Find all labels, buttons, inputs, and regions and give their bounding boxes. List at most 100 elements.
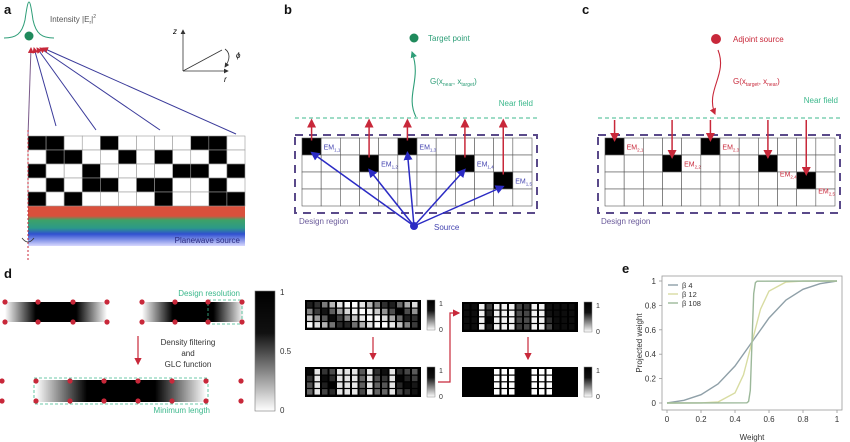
map-arrow-2 — [438, 309, 461, 383]
density-pixel — [464, 389, 470, 395]
grid-cell — [81, 177, 101, 193]
grid-cell — [815, 154, 836, 173]
grid-cell — [643, 171, 663, 190]
density-pixel — [374, 322, 380, 328]
density-pixel — [509, 382, 515, 388]
grid-cell — [604, 171, 625, 190]
density-pixel — [501, 310, 507, 317]
density-pixel — [554, 304, 560, 310]
density-pixel — [501, 375, 507, 382]
ray-line — [27, 47, 34, 137]
density-pixel — [494, 382, 500, 388]
density-pixel — [561, 375, 567, 382]
grid-cell — [700, 171, 721, 190]
intensity-label: Intensity |Er|2 — [50, 14, 96, 26]
density-pixel — [412, 369, 418, 375]
em-label: EM1,4 — [477, 162, 494, 170]
grid-cell — [738, 137, 759, 156]
grid-cell — [154, 135, 173, 151]
density-pixel — [322, 369, 328, 375]
density-pixel — [531, 375, 537, 382]
density-pixel — [352, 389, 358, 395]
density-pixel — [382, 315, 388, 321]
density-pixel — [344, 302, 350, 308]
ray-line — [36, 47, 97, 131]
grid-cell — [118, 163, 137, 179]
density-pixel — [561, 369, 567, 375]
adjoint-arrows: EM2,1 EM2,2 EM2,3 EM2,4 EM2,5 — [610, 120, 836, 197]
density-pixel — [494, 369, 500, 375]
density-pixel — [569, 369, 575, 375]
density-pixel — [322, 322, 328, 328]
density-pixel — [359, 308, 365, 315]
sample-dot — [172, 319, 178, 325]
y-tick-label: 0.8 — [645, 301, 657, 310]
density-pixel — [509, 310, 515, 317]
grid-cell — [136, 149, 155, 165]
grid-cell — [172, 177, 192, 193]
axis-r-label: r — [224, 75, 227, 84]
design-region-label: Design region — [299, 217, 348, 226]
density-pixel — [546, 304, 552, 310]
density-pixel — [501, 317, 507, 323]
sample-dot — [238, 378, 244, 384]
grid-cell — [435, 137, 456, 156]
density-pixel — [344, 308, 350, 315]
density-pixel — [397, 382, 403, 388]
density-pixel — [539, 375, 545, 382]
density-pixel — [464, 375, 470, 382]
green-function-label: G(xnear, xtarget) — [430, 77, 477, 88]
sample-dot — [104, 299, 110, 305]
grid-cell — [301, 137, 322, 156]
density-pixel — [412, 315, 418, 321]
density-pixel — [404, 315, 410, 321]
y-tick-label: 0 — [652, 399, 657, 408]
grid-cell — [226, 135, 246, 151]
sample-dot — [70, 299, 76, 305]
grid-cell — [154, 191, 173, 207]
density-pixel — [397, 369, 403, 375]
grid-cell — [320, 171, 341, 190]
process-line-3: GLC function — [165, 360, 212, 369]
bar-left — [5, 302, 107, 322]
density-pixel — [479, 389, 485, 395]
density-pixel — [494, 324, 500, 330]
grid-cell — [397, 171, 418, 190]
grid-cell — [604, 188, 625, 207]
design-grid-a — [27, 135, 246, 207]
density-pixel — [546, 324, 552, 330]
density-pixel — [479, 324, 485, 330]
density-pixel — [471, 375, 477, 382]
density-pixel — [367, 315, 373, 321]
density-pixel — [322, 302, 328, 308]
grid-cell — [738, 171, 759, 190]
density-pixel — [389, 375, 395, 382]
grid-cell — [512, 154, 533, 173]
small-colorbar-tick: 1 — [596, 368, 600, 375]
density-pixel — [352, 382, 358, 388]
y-tick-label: 0.6 — [645, 326, 657, 335]
grid-cell — [623, 171, 644, 190]
density-pixel — [494, 389, 500, 395]
x-axis-label: Weight — [740, 433, 766, 442]
grid-cell — [320, 154, 341, 173]
em-label: EM1,2 — [381, 162, 398, 170]
sample-dot — [139, 299, 145, 305]
em-label: EM2,1 — [627, 145, 644, 153]
green-function-arrow — [410, 50, 417, 118]
density-pixel — [486, 369, 492, 375]
density-pixel — [314, 382, 320, 388]
density-pixel — [501, 369, 507, 375]
grid-cell — [81, 163, 101, 179]
density-pixel — [509, 375, 515, 382]
density-pixel — [397, 315, 403, 321]
density-pixel — [344, 315, 350, 321]
density-pixel — [404, 302, 410, 308]
sample-dot — [33, 378, 39, 384]
density-pixel — [464, 310, 470, 317]
grid-cell — [100, 191, 119, 207]
density-pixel — [539, 304, 545, 310]
target-point-label: Target point — [428, 34, 471, 43]
process-line-1: Density filtering — [161, 338, 216, 347]
density-pixel — [307, 375, 313, 382]
